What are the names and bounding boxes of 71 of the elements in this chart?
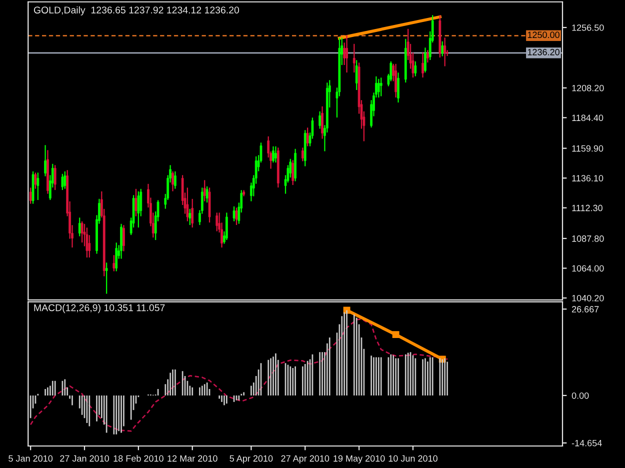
x-tick-label: 12 Mar 2010 [168,455,218,462]
candlestick [112,255,116,272]
candlestick [186,188,189,222]
candlestick [216,212,218,232]
candlestick [61,174,64,190]
candlestick [122,225,125,252]
y-tick-label: 1087.80 [572,235,604,242]
candlestick [86,228,88,258]
candlestick [64,171,66,189]
candlestick [426,50,429,62]
x-tick-label: 27 Jan 2010 [60,455,109,462]
candlestick [137,191,140,228]
candlestick [36,172,40,200]
x-tick-label: 27 Apr 2010 [281,455,330,464]
candlestick [80,221,84,243]
y-tick-label: 1112.30 [572,204,602,212]
x-tick-label: 10 Jun 2010 [388,455,438,462]
chart-title: MACD(12,26,9) 10.351 11.057 [34,304,165,314]
y-tick-label: 1136.10 [572,175,604,182]
candlestick [174,171,176,189]
candlestick [394,64,398,98]
x-tick-label: 5 Jan 2010 [8,455,53,462]
y-tick-label: 1208.20 [572,84,604,92]
y-tick-label: 1064.00 [572,265,604,272]
candlestick [188,208,192,226]
candlestick [235,208,238,226]
candlestick [321,106,324,139]
ref-line-label: 1250.00 [528,32,560,38]
candlestick [414,61,417,76]
y-tick-label: 1040.20 [572,294,604,302]
ref-line-label: 1236.20 [528,48,560,56]
candlestick [422,52,424,78]
candlestick [44,145,46,176]
y-tick-label: 1159.90 [572,145,604,152]
candlestick [191,198,194,228]
candlestick [441,41,444,56]
candlestick [206,186,208,203]
y-tick-label: 0.00 [572,392,589,399]
candlestick [54,165,56,190]
candlestick [346,35,348,72]
candlestick [34,172,37,189]
point [392,331,400,338]
candlestick [318,111,322,129]
candlestick [115,242,118,272]
candlestick [444,38,446,66]
candlestick [380,78,382,96]
y-tick-label: -14.654 [572,440,602,446]
candlestick [203,180,206,202]
x-tick-label: 19 May 2010 [334,455,385,464]
candlestick [272,146,274,162]
candlestick [306,128,309,146]
candlestick [397,72,400,102]
candlestick [172,171,174,192]
y-tick-label: 26.667 [572,306,599,312]
y-tick-label: 1184.40 [572,114,604,122]
candlestick [225,212,228,240]
candlestick [134,188,138,216]
candlestick [120,224,122,259]
candlestick [352,44,356,72]
candlestick [105,262,108,294]
candlestick [377,78,380,98]
x-tick-label: 5 Apr 2010 [230,455,273,464]
candlestick [292,160,294,185]
candlestick [274,146,277,162]
line-series [30,318,448,432]
candlestick [232,206,236,222]
chart-title: GOLD,Daily 1236.65 1237.92 1234.12 1236.20 [34,6,240,16]
candlestick [424,48,426,72]
candlestick [301,148,304,162]
x-tick-label: 18 Feb 2010 [114,455,164,462]
y-tick-label: 1256.50 [572,24,604,31]
